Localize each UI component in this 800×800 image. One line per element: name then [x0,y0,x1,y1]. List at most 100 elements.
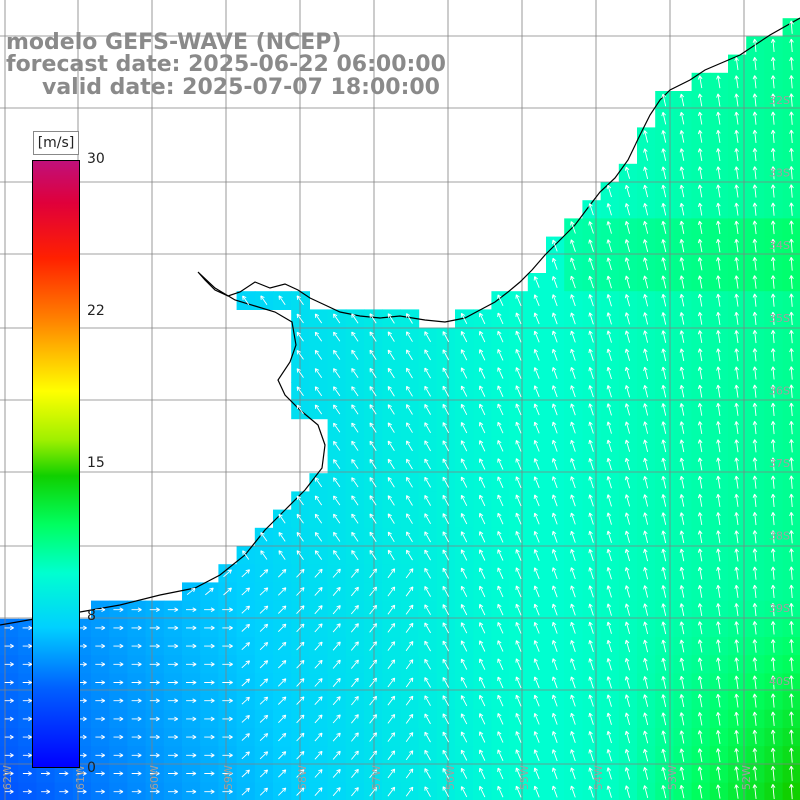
wind-arrow [661,603,667,616]
wind-arrow [789,311,794,326]
longitude-label: 58W [296,765,309,790]
wind-arrow [113,771,124,776]
wind-arrow [314,623,323,633]
wind-arrow [752,38,758,52]
wind-arrow [149,716,160,722]
wind-arrow [351,422,359,433]
wind-arrow [770,621,776,635]
wind-arrow [734,257,739,271]
wind-arrow [387,568,396,579]
wind-arrow [113,625,124,631]
wind-arrow [296,750,305,760]
wind-arrow [697,275,703,289]
latitude-label: 38S [769,530,790,543]
wind-arrow [406,313,413,324]
wind-arrow [149,698,160,703]
wind-arrow [770,784,776,800]
wind-arrow [716,421,721,435]
wind-arrow [643,475,649,489]
wind-arrow [113,698,124,703]
wind-arrow [515,731,522,743]
wind-arrow [406,385,413,397]
wind-arrow [296,659,305,669]
wind-arrow [442,422,450,434]
wind-arrow [588,567,594,580]
wind-arrow [734,748,739,763]
wind-arrow [351,550,359,560]
wind-arrow [497,567,504,579]
wind-arrow [278,550,286,560]
wind-arrow [789,420,794,435]
wind-arrow [588,221,594,234]
wind-arrow [624,567,631,580]
longitude-labels: 62W 61W 60W 59W 58W 57W 56W 55W 54W 53W 52W [1,765,753,790]
wind-arrow [789,93,794,107]
wind-arrow [333,495,341,506]
wind-arrow [570,712,576,725]
longitude-label: 59W [222,765,235,790]
wind-arrow [369,477,377,488]
wind-arrow [679,657,685,671]
wind-arrow [442,494,450,506]
wind-arrow [95,698,106,703]
wind-arrow [332,714,341,724]
wind-arrow [149,625,160,631]
colorbar [32,160,80,768]
wind-arrow [241,660,251,669]
wind-arrow [643,275,649,289]
wind-arrow [278,531,286,542]
wind-arrow [277,660,287,669]
wind-arrow [661,257,667,271]
wind-arrow [679,166,685,180]
wind-arrow [387,695,396,706]
wind-arrow [167,662,179,667]
wind-arrow [296,313,304,324]
wind-arrow [369,641,378,651]
wind-arrow [716,603,721,617]
wind-arrow [661,421,667,434]
wind-arrow [222,698,233,703]
wind-arrow [333,459,341,469]
wind-arrow [716,166,721,180]
wind-arrow [406,349,413,361]
wind-arrow [716,366,721,380]
wind-arrow [387,659,396,670]
wind-arrow [387,531,395,543]
wind-arrow [606,239,612,252]
wind-arrow [515,530,522,543]
wind-arrow [442,349,450,361]
wind-arrow [734,220,739,235]
wind-arrow [643,766,649,780]
wind-arrow [570,585,576,598]
wind-arrow [351,331,359,342]
wind-arrow [497,294,504,306]
wind-arrow [624,385,631,398]
wind-arrow [624,439,631,452]
wind-arrow [497,622,504,634]
wind-arrow [442,331,450,343]
wind-arrow [460,385,468,397]
wind-arrow [551,385,558,398]
wind-arrow [624,203,631,216]
wind-arrow [770,148,776,162]
latitude-label: 33S [769,167,790,180]
wind-arrow [551,257,558,270]
wind-arrow [387,440,395,452]
wind-arrow [661,130,667,143]
wind-arrow [606,366,612,380]
wind-arrow [697,312,703,325]
colorbar-tick-0: 0 [87,760,96,776]
wind-arrow [369,386,377,397]
wind-arrow [789,348,794,362]
wind-arrow [661,312,667,325]
wind-arrow [332,586,341,596]
wind-arrow [606,494,612,507]
wind-arrow [369,786,377,797]
wind-arrow [296,605,305,615]
wind-arrow [643,330,649,343]
wind-arrow [624,220,631,234]
wind-arrow [716,439,721,453]
wind-arrow [387,786,396,797]
wind-arrow [405,659,414,670]
wind-arrow [533,621,540,634]
